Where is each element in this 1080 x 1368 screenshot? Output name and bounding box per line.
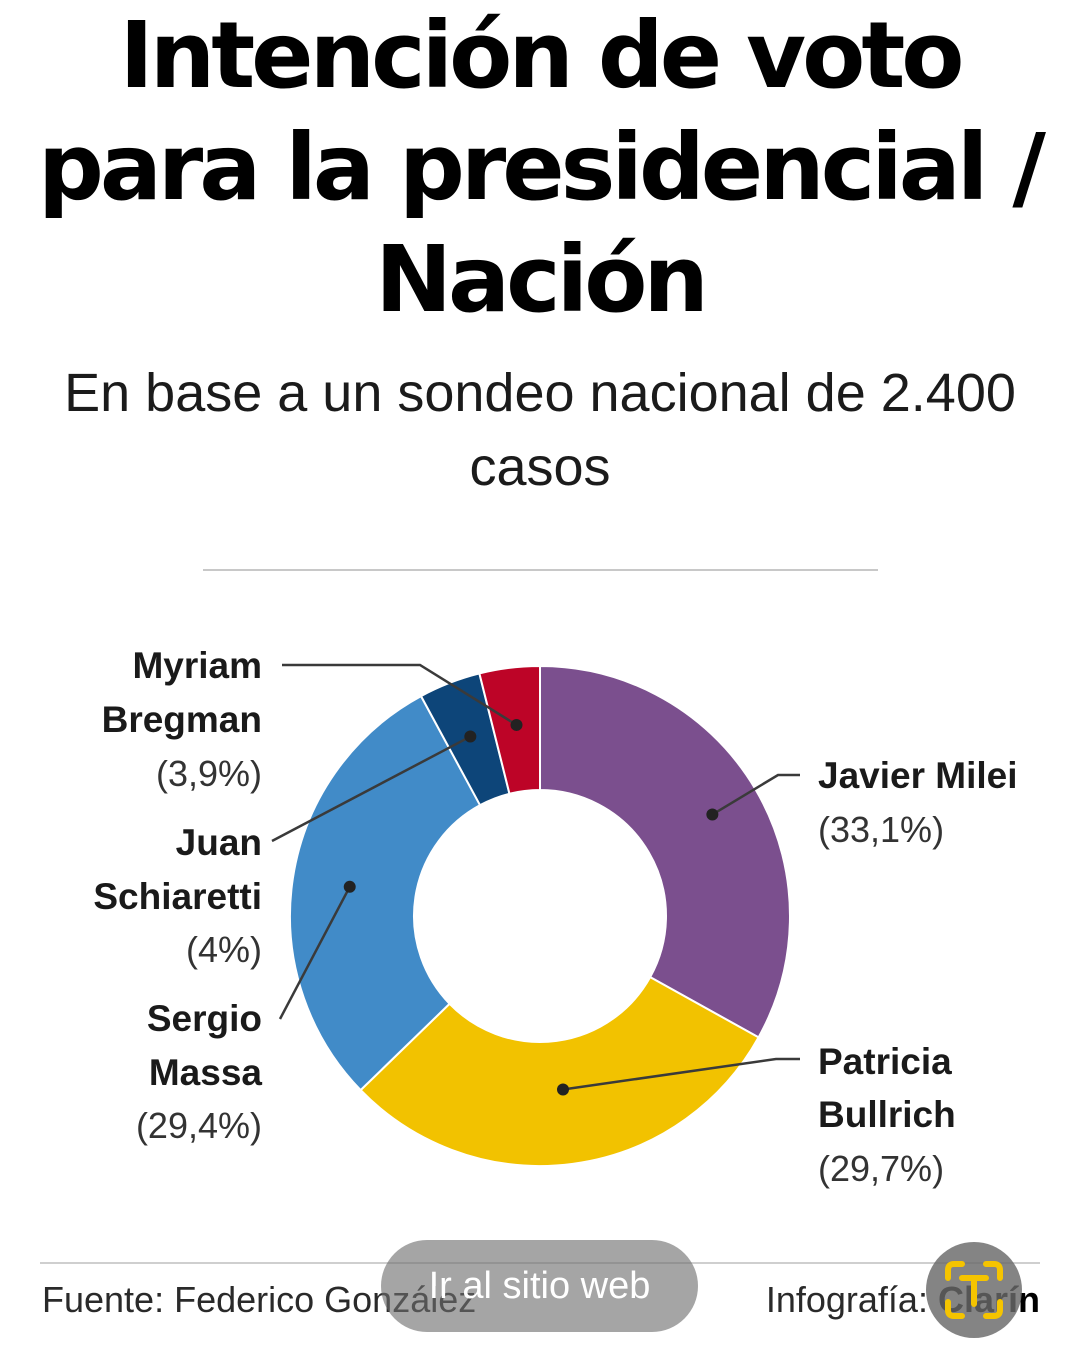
- leader-line-schiaretti: [271, 735, 471, 843]
- leader-dot-schiaretti: [464, 730, 477, 743]
- label-name: Bregman: [102, 699, 262, 740]
- leader-dot-bullrich: [557, 1083, 570, 1096]
- divider: [203, 569, 878, 571]
- label-name: Sergio: [147, 998, 262, 1039]
- label-schiaretti: Juan Schiaretti (4%): [93, 822, 262, 970]
- label-massa: Sergio Massa (29,4%): [136, 998, 262, 1146]
- label-name: Massa: [149, 1052, 263, 1093]
- label-name: Patricia: [818, 1041, 952, 1082]
- credit-label: Infografía:: [765, 1279, 928, 1320]
- label-milei: Javier Milei (33,1%): [818, 755, 1018, 850]
- go-to-website-button[interactable]: Ir al sitio web: [381, 1240, 698, 1332]
- leader-lines: [271, 663, 800, 1096]
- label-percent: (29,4%): [136, 1105, 262, 1146]
- label-percent: (3,9%): [156, 753, 262, 794]
- label-percent: (29,7%): [818, 1148, 944, 1189]
- text-scan-icon: [945, 1261, 1003, 1319]
- donut-slices: [289, 664, 791, 1167]
- label-name: Juan: [176, 822, 262, 863]
- slice-massa: [289, 694, 482, 1092]
- leader-dot-bregman: [510, 718, 523, 731]
- slice-bullrich: [359, 975, 760, 1167]
- label-percent: (4%): [186, 929, 262, 970]
- label-name: Myriam: [132, 645, 262, 686]
- chart-subtitle: En base a un sondeo nacional de 2.400 ca…: [64, 363, 1016, 497]
- text-scan-button[interactable]: [926, 1242, 1022, 1338]
- slice-milei: [539, 664, 791, 1039]
- label-name: Schiaretti: [93, 876, 262, 917]
- leader-line-massa: [278, 886, 351, 1020]
- label-name: Bullrich: [818, 1094, 956, 1135]
- label-name: Javier Milei: [818, 755, 1018, 796]
- label-percent: (33,1%): [818, 809, 944, 850]
- label-bullrich: Patricia Bullrich (29,7%): [818, 1041, 956, 1189]
- label-bregman: Myriam Bregman (3,9%): [102, 645, 262, 794]
- leader-line-bullrich: [562, 1057, 800, 1091]
- slice-bregman: [478, 664, 541, 795]
- leader-line-bregman: [282, 663, 518, 727]
- leader-line-milei: [711, 773, 800, 816]
- leader-dot-massa: [343, 880, 356, 893]
- leader-dot-milei: [706, 808, 719, 821]
- chart-title: Intención de voto para la presidencial /…: [37, 2, 1046, 333]
